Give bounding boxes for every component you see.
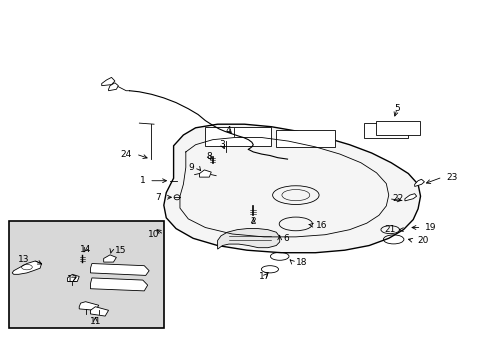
Polygon shape <box>404 194 416 201</box>
Polygon shape <box>90 264 149 275</box>
Text: 6: 6 <box>283 234 289 243</box>
Polygon shape <box>108 83 118 91</box>
Polygon shape <box>90 307 108 316</box>
Text: 15: 15 <box>115 246 127 255</box>
Polygon shape <box>102 77 115 86</box>
Polygon shape <box>163 124 420 253</box>
Text: 7: 7 <box>155 193 161 202</box>
Text: 5: 5 <box>393 104 399 113</box>
Text: 1: 1 <box>139 176 145 185</box>
Text: 22: 22 <box>392 194 403 203</box>
Text: 2: 2 <box>250 217 256 226</box>
Text: 24: 24 <box>121 150 132 158</box>
Text: 10: 10 <box>148 230 160 239</box>
Polygon shape <box>375 121 419 135</box>
Text: 14: 14 <box>80 245 91 253</box>
Polygon shape <box>276 130 334 147</box>
Polygon shape <box>364 123 407 138</box>
Text: 19: 19 <box>425 223 436 232</box>
Polygon shape <box>90 278 147 291</box>
Text: 8: 8 <box>206 152 212 161</box>
Text: 16: 16 <box>315 220 327 230</box>
Text: 11: 11 <box>89 317 101 325</box>
Polygon shape <box>79 302 99 310</box>
Polygon shape <box>414 179 424 186</box>
Polygon shape <box>199 170 211 177</box>
Text: 18: 18 <box>296 258 307 266</box>
Polygon shape <box>103 255 116 262</box>
Bar <box>9 221 164 328</box>
Polygon shape <box>67 274 79 282</box>
Text: 3: 3 <box>219 140 225 149</box>
Text: 23: 23 <box>446 173 457 181</box>
Polygon shape <box>205 127 271 146</box>
Text: 17: 17 <box>259 272 270 281</box>
Polygon shape <box>217 229 279 249</box>
Text: 12: 12 <box>66 274 78 284</box>
Text: 20: 20 <box>416 236 427 245</box>
Text: 4: 4 <box>225 126 231 135</box>
Text: 9: 9 <box>188 163 194 172</box>
Polygon shape <box>12 261 41 274</box>
Text: 21: 21 <box>384 225 395 234</box>
Text: 13: 13 <box>18 256 29 264</box>
